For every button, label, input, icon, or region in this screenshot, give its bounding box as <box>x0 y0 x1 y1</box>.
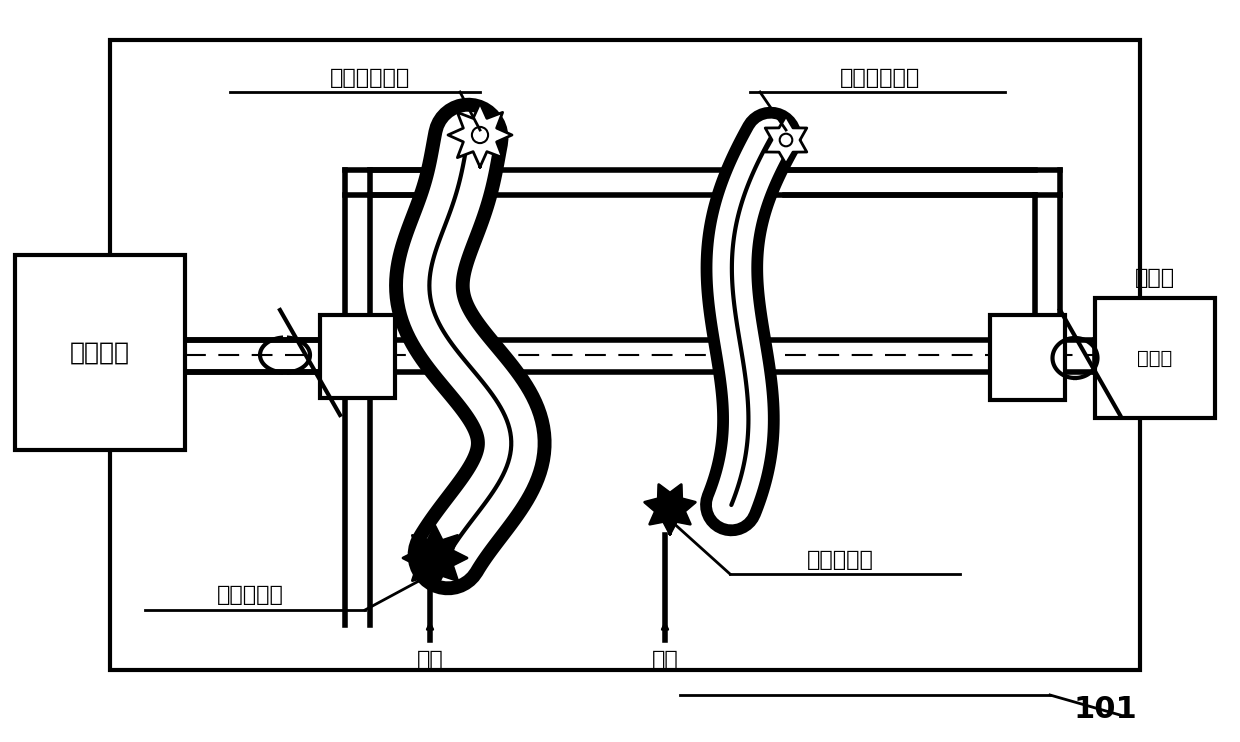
Bar <box>15 255 185 450</box>
Text: 与折叠轴固定: 与折叠轴固定 <box>839 68 920 88</box>
Bar <box>990 315 1065 400</box>
Bar <box>320 315 396 398</box>
Circle shape <box>662 500 678 516</box>
Text: 与折叠轴固定: 与折叠轴固定 <box>330 68 410 88</box>
Circle shape <box>472 127 489 143</box>
Polygon shape <box>645 485 696 534</box>
Polygon shape <box>403 526 467 590</box>
Text: 与台架固定: 与台架固定 <box>217 585 284 605</box>
Circle shape <box>425 548 445 568</box>
Text: 气路: 气路 <box>652 650 678 670</box>
Text: 伺服系统: 伺服系统 <box>69 341 130 364</box>
Bar <box>1095 298 1215 418</box>
Text: 折叠轴: 折叠轴 <box>1137 349 1173 367</box>
Text: 折叠轴: 折叠轴 <box>1135 268 1176 288</box>
Text: 101: 101 <box>1073 695 1137 724</box>
Text: 与台架固定: 与台架固定 <box>806 550 873 570</box>
Polygon shape <box>402 133 538 569</box>
Bar <box>110 40 1140 670</box>
Polygon shape <box>448 103 512 167</box>
Text: 油路: 油路 <box>417 650 444 670</box>
Circle shape <box>780 134 792 146</box>
Polygon shape <box>765 116 807 164</box>
